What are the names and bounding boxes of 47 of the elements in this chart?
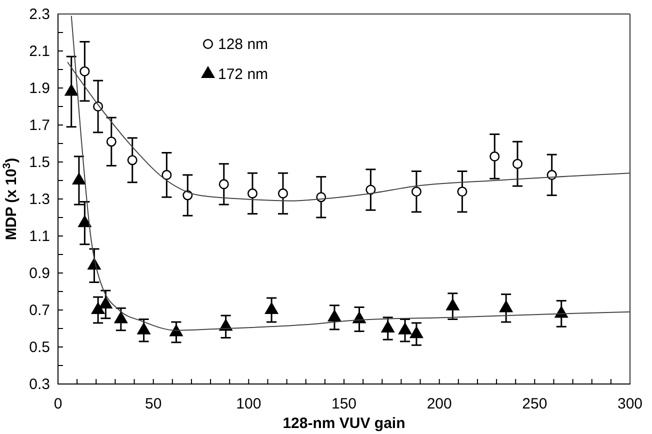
legend-label: 172 nm	[218, 66, 268, 83]
y-tick-label: 1.7	[29, 116, 50, 134]
point	[381, 321, 394, 333]
y-tick-label: 0.9	[29, 264, 50, 282]
x-tick-label: 50	[144, 396, 162, 413]
point	[137, 322, 150, 334]
x-tick-label: 0	[54, 396, 62, 413]
point	[457, 186, 468, 197]
point	[490, 151, 500, 162]
x-axis-title: 128-nm VUV gain	[282, 415, 406, 432]
x-tick-label: 250	[522, 396, 548, 413]
point	[127, 155, 138, 166]
x-tick-label: 100	[236, 396, 262, 413]
point	[500, 300, 513, 312]
point	[410, 326, 423, 338]
y-tick-label: 1.3	[29, 190, 50, 208]
x-tick-label: 150	[331, 396, 357, 413]
x-tick-label: 300	[617, 396, 643, 413]
point	[446, 298, 460, 310]
point	[106, 136, 116, 147]
point	[99, 297, 112, 308]
y-tick-label: 1.5	[29, 154, 50, 171]
point	[366, 184, 376, 195]
point	[92, 302, 105, 314]
point	[265, 302, 278, 314]
y-tick-label: 2.1	[29, 42, 50, 60]
point	[114, 312, 128, 324]
point	[278, 188, 288, 198]
y-tick-label: 1.1	[29, 228, 50, 245]
legend-label: 128 nm	[218, 36, 268, 53]
y-tick-label: 1.9	[29, 80, 50, 97]
y-tick-label: 0.3	[29, 376, 50, 393]
y-tick-label: 2.3	[29, 6, 50, 23]
point	[398, 322, 412, 334]
point	[328, 310, 342, 322]
point	[80, 66, 90, 76]
point	[247, 188, 258, 198]
y-tick-label: 0.7	[29, 302, 50, 319]
point	[78, 216, 92, 228]
point	[512, 158, 523, 169]
point	[162, 170, 172, 180]
point	[218, 179, 229, 190]
point	[411, 186, 422, 197]
y-tick-label: 0.5	[29, 338, 50, 356]
x-tick-label: 200	[426, 396, 452, 413]
point	[182, 190, 193, 200]
point	[72, 173, 86, 185]
